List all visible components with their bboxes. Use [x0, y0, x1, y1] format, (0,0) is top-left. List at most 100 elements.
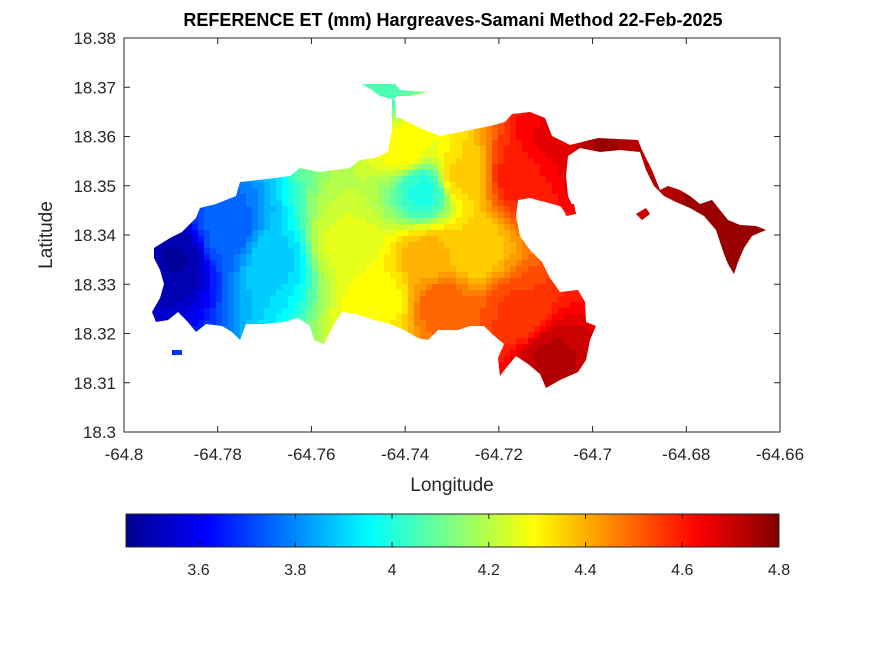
heatmap-cell: [468, 320, 475, 327]
heatmap-cell: [534, 290, 541, 297]
heatmap-cell: [300, 260, 307, 267]
heatmap-cell: [438, 302, 445, 309]
heatmap-cell: [246, 266, 253, 273]
heatmap-cell: [300, 182, 307, 189]
heatmap-cell: [276, 176, 283, 183]
heatmap-cell: [516, 236, 523, 243]
heatmap-cell: [258, 266, 265, 273]
heatmap-cell: [402, 224, 409, 231]
heatmap-cell: [348, 308, 355, 315]
heatmap-cell: [516, 326, 523, 333]
heatmap-cell: [408, 212, 415, 219]
heatmap-cell: [522, 308, 529, 315]
heatmap-cell: [240, 290, 247, 297]
heatmap-cell: [522, 338, 529, 345]
heatmap-cell: [330, 248, 337, 255]
heatmap-cell: [384, 84, 391, 87]
heatmap-cell: [540, 284, 547, 291]
heatmap-cell: [558, 350, 565, 357]
heatmap-cell: [408, 260, 415, 267]
heatmap-cell: [408, 140, 415, 147]
heatmap-cell: [462, 182, 469, 189]
heatmap-cell: [336, 284, 343, 291]
heatmap-cell: [336, 254, 343, 261]
heatmap-cell: [432, 164, 439, 171]
heatmap-cell: [348, 266, 355, 273]
heatmap-cell: [450, 134, 457, 141]
heatmap-cell: [228, 284, 235, 291]
heatmap-cell: [462, 266, 469, 273]
heatmap-cell: [336, 230, 343, 237]
heatmap-cell: [354, 296, 361, 303]
heatmap-cell: [570, 320, 577, 327]
heatmap-cell: [450, 254, 457, 261]
heatmap-cell: [522, 302, 529, 309]
heatmap-cell: [360, 182, 367, 189]
heatmap-cell: [426, 182, 433, 189]
heatmap-cell: [336, 224, 343, 231]
heatmap-cell: [540, 296, 547, 303]
heatmap-cell: [474, 134, 481, 141]
heatmap-cell: [282, 188, 289, 195]
heatmap-cell: [408, 122, 415, 129]
heatmap-cell: [198, 314, 205, 321]
heatmap-cell: [246, 182, 253, 189]
heatmap-cell: [408, 296, 415, 303]
heatmap-cell: [288, 260, 295, 267]
heatmap-cell: [384, 194, 391, 201]
heatmap-cell: [450, 230, 457, 237]
heatmap-cell: [522, 242, 529, 249]
heatmap-cell: [534, 128, 541, 135]
heatmap-cell: [474, 230, 481, 237]
heatmap-cell: [534, 140, 541, 147]
heatmap-cell: [480, 140, 487, 147]
heatmap-cell: [414, 242, 421, 249]
heatmap-cell: [390, 98, 397, 105]
heatmap-cell: [270, 284, 277, 291]
heatmap-cell: [552, 350, 559, 357]
heatmap-cell: [570, 332, 577, 339]
heatmap-cell: [522, 158, 529, 165]
heatmap-cell: [456, 182, 463, 189]
heatmap-cell: [408, 188, 415, 195]
heatmap-cell: [270, 260, 277, 267]
heatmap-cell: [420, 260, 427, 267]
heatmap-cell: [438, 206, 445, 213]
heatmap-cell: [732, 260, 739, 267]
heatmap-cell: [306, 242, 313, 249]
heatmap-cell: [366, 230, 373, 237]
heatmap-cell: [492, 182, 499, 189]
heatmap-cell: [264, 188, 271, 195]
heatmap-cell: [528, 116, 535, 123]
heatmap-cell: [324, 320, 331, 327]
heatmap-cell: [360, 176, 367, 183]
heatmap-cell: [348, 206, 355, 213]
heatmap-cell: [264, 302, 271, 309]
heatmap-cell: [480, 182, 487, 189]
heatmap-cell: [300, 236, 307, 243]
heatmap-cell: [366, 260, 373, 267]
heatmap-cell: [690, 206, 697, 213]
heatmap-cell: [456, 188, 463, 195]
heatmap-cell: [348, 284, 355, 291]
heatmap-cell: [330, 296, 337, 303]
heatmap-cell: [216, 242, 223, 249]
heatmap-cell: [468, 278, 475, 285]
heatmap-cell: [432, 296, 439, 303]
heatmap-cell: [330, 320, 337, 327]
heatmap-cell: [264, 200, 271, 207]
heatmap-cell: [564, 320, 571, 327]
heatmap-cell: [426, 236, 433, 243]
heatmap-cell: [510, 278, 517, 285]
heatmap-cell: [456, 254, 463, 261]
heatmap-cell: [192, 242, 199, 249]
heatmap-cell: [252, 314, 259, 321]
heatmap-cell: [270, 278, 277, 285]
heatmap-cell: [468, 158, 475, 165]
heatmap-cell: [396, 314, 403, 321]
heatmap-cell: [546, 158, 553, 165]
heatmap-cell: [306, 188, 313, 195]
heatmap-cell: [504, 344, 511, 351]
heatmap-cell: [498, 146, 505, 153]
heatmap-cell: [558, 320, 565, 327]
